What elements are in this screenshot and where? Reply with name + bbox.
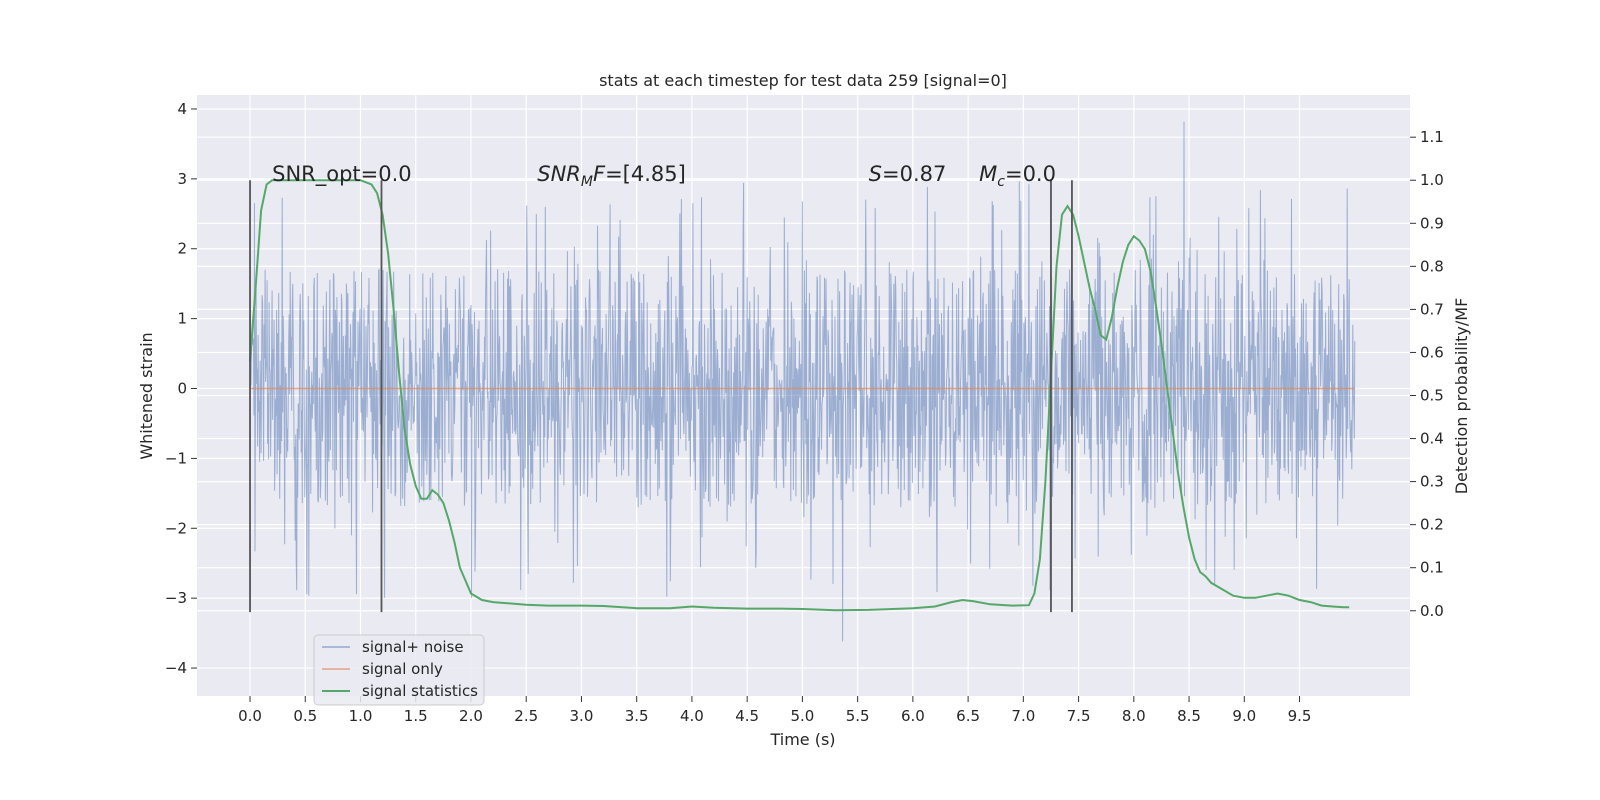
legend-box bbox=[313, 634, 485, 706]
y-left-ticks: 4 3 2 1 0 −1 −2 −3 −4 bbox=[165, 100, 197, 677]
x-axis-label: Time (s) bbox=[769, 730, 835, 749]
x-tick-label: 9.5 bbox=[1288, 707, 1312, 725]
x-tick-label: 3.5 bbox=[625, 707, 649, 725]
vertical-markers bbox=[249, 180, 1073, 613]
x-tick-label: 7.0 bbox=[1011, 707, 1035, 725]
x-tick-label: 4.5 bbox=[735, 707, 759, 725]
annotation-snr-opt: SNR_opt=0.0 bbox=[272, 162, 412, 187]
y-right-tick-label: 1.1 bbox=[1420, 128, 1444, 146]
x-tick-label: 2.5 bbox=[514, 707, 538, 725]
x-tick-label: 1.0 bbox=[349, 707, 373, 725]
annotation-s: S=0.87 bbox=[869, 162, 947, 186]
y-right-tick-label: 0.2 bbox=[1420, 516, 1444, 534]
chart-title: stats at each timestep for test data 259… bbox=[599, 71, 1007, 90]
legend: signal+ noise signal only signal statistic… bbox=[313, 634, 485, 706]
y-left-tick-label: −2 bbox=[165, 519, 187, 537]
x-tick-label: 8.0 bbox=[1122, 707, 1146, 725]
x-tick-label: 9.0 bbox=[1232, 707, 1256, 725]
x-tick-label: 6.0 bbox=[901, 707, 925, 725]
series-signal-noise bbox=[249, 121, 1356, 642]
y-left-tick-label: −3 bbox=[165, 589, 187, 607]
y-left-tick-label: 3 bbox=[177, 170, 187, 188]
legend-signal-noise-label: signal+ noise bbox=[362, 638, 464, 656]
x-tick-label: 5.5 bbox=[846, 707, 870, 725]
y-right-tick-label: 0.4 bbox=[1420, 430, 1444, 448]
y-right-tick-label: 0.8 bbox=[1420, 257, 1444, 275]
x-tick-label: 0.0 bbox=[238, 707, 262, 725]
series-lines bbox=[249, 179, 1355, 612]
x-tick-label: 8.5 bbox=[1177, 707, 1201, 725]
y-right-tick-label: 0.3 bbox=[1420, 473, 1444, 491]
y-right-axis-label: Detection probability/MF bbox=[1452, 298, 1471, 495]
y-right-tick-label: 1.0 bbox=[1420, 171, 1444, 189]
y-right-tick-label: 0.1 bbox=[1420, 559, 1444, 577]
y-right-ticks: 0.0 0.1 0.2 0.3 0.4 0.5 0.6 0.7 0.8 0.9 1.0 1.1 bbox=[1410, 128, 1444, 620]
x-tick-label: 6.5 bbox=[956, 707, 980, 725]
series-signal-statistics-line bbox=[249, 179, 1350, 612]
x-tick-label: 3.0 bbox=[570, 707, 594, 725]
y-left-axis-label: Whitened strain bbox=[137, 332, 156, 459]
y-right-tick-label: 0.0 bbox=[1420, 602, 1444, 620]
y-left-tick-label: −1 bbox=[165, 449, 187, 467]
y-right-tick-label: 0.5 bbox=[1420, 387, 1444, 405]
legend-signal-statistics-label: signal statistics bbox=[362, 682, 478, 700]
series-signal-noise-line bbox=[249, 121, 1356, 642]
y-left-tick-label: 1 bbox=[177, 310, 187, 328]
x-tick-label: 5.0 bbox=[790, 707, 814, 725]
y-right-tick-label: 0.9 bbox=[1420, 214, 1444, 232]
x-tick-label: 2.0 bbox=[459, 707, 483, 725]
annotation-snr-mf: SNRMF=[4.85] bbox=[537, 162, 686, 190]
y-right-tick-label: 0.7 bbox=[1420, 300, 1444, 318]
y-left-tick-label: 2 bbox=[177, 240, 187, 258]
x-ticks: 0.0 0.5 1.0 1.5 2.0 2.5 3.0 3.5 4.0 4.5 5.0 5.5 6.0 6… bbox=[238, 696, 1311, 725]
y-right-tick-label: 0.6 bbox=[1420, 343, 1444, 361]
legend-signal-only-label: signal only bbox=[362, 660, 443, 678]
x-tick-label: 4.0 bbox=[680, 707, 704, 725]
y-left-tick-label: −4 bbox=[165, 659, 187, 677]
x-tick-label: 0.5 bbox=[293, 707, 317, 725]
x-tick-label: 7.5 bbox=[1067, 707, 1091, 725]
y-left-tick-label: 4 bbox=[177, 100, 187, 118]
y-left-tick-label: 0 bbox=[177, 380, 187, 398]
annotations: SNR_opt=0.0 SNRMF=[4.85] S=0.87 Mc=0.0 bbox=[272, 162, 1056, 190]
x-tick-label: 1.5 bbox=[404, 707, 428, 725]
annotation-mc: Mc=0.0 bbox=[979, 162, 1056, 190]
